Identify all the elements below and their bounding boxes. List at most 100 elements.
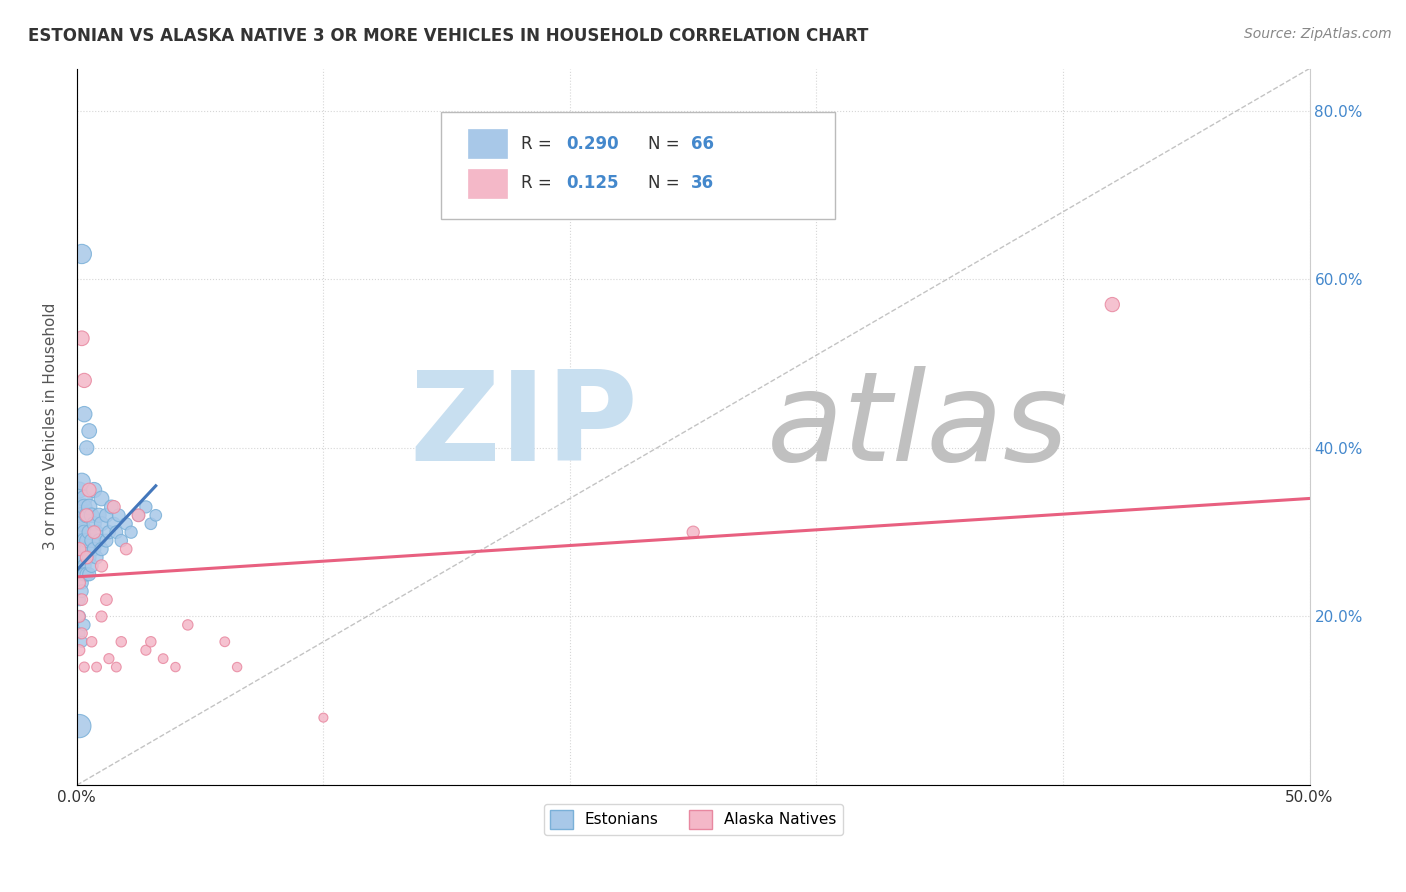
Point [90, 542, 112, 557]
Point [90, 516, 112, 531]
Point [67, 643, 90, 657]
Text: Source: ZipAtlas.com: Source: ZipAtlas.com [1244, 27, 1392, 41]
Point [70, 584, 93, 599]
Point [135, 643, 157, 657]
Point [83, 483, 105, 497]
Text: 0.125: 0.125 [567, 174, 619, 192]
Y-axis label: 3 or more Vehicles in Household: 3 or more Vehicles in Household [44, 303, 58, 550]
Point [67, 592, 90, 607]
Point [165, 660, 187, 674]
Bar [468, 129, 508, 158]
Text: R =: R = [520, 174, 557, 192]
Point [152, 651, 174, 665]
Point [87, 508, 110, 523]
Point [67, 575, 90, 590]
Point [86, 525, 108, 540]
Point [107, 508, 129, 523]
Point [87, 533, 110, 548]
Point [67, 609, 90, 624]
Point [97, 525, 120, 540]
Point [86, 550, 108, 565]
Point [73, 407, 96, 421]
Point [73, 491, 96, 506]
Point [115, 542, 138, 557]
Point [70, 626, 93, 640]
Point [73, 558, 96, 573]
Point [77, 500, 100, 514]
Point [110, 533, 132, 548]
Point [96, 508, 118, 523]
Text: ZIP: ZIP [409, 367, 638, 487]
Point [67, 567, 90, 582]
Point [70, 550, 93, 565]
Point [76, 441, 98, 455]
Point [139, 516, 162, 531]
Text: 66: 66 [690, 135, 714, 153]
Point [67, 609, 90, 624]
Point [67, 550, 90, 565]
Point [105, 660, 128, 674]
Point [77, 424, 100, 438]
Point [70, 592, 93, 607]
Point [83, 516, 105, 531]
Point [76, 533, 98, 548]
Point [67, 525, 90, 540]
Point [67, 626, 90, 640]
Point [86, 660, 108, 674]
Point [70, 331, 93, 345]
Point [70, 475, 93, 489]
Legend: Estonians, Alaska Natives: Estonians, Alaska Natives [544, 804, 842, 835]
Point [73, 500, 96, 514]
Text: 36: 36 [690, 174, 714, 192]
Point [110, 634, 132, 648]
Point [73, 660, 96, 674]
Point [70, 634, 93, 648]
Point [70, 542, 93, 557]
Point [67, 500, 90, 514]
Point [226, 660, 249, 674]
Point [76, 550, 98, 565]
Point [682, 525, 704, 540]
FancyBboxPatch shape [440, 112, 835, 219]
Point [120, 525, 142, 540]
Point [73, 618, 96, 632]
Point [80, 508, 103, 523]
Point [83, 525, 105, 540]
Point [100, 500, 122, 514]
Point [214, 634, 236, 648]
Text: ESTONIAN VS ALASKA NATIVE 3 OR MORE VEHICLES IN HOUSEHOLD CORRELATION CHART: ESTONIAN VS ALASKA NATIVE 3 OR MORE VEHI… [28, 27, 869, 45]
Bar [468, 169, 508, 197]
Point [139, 634, 162, 648]
Point [96, 533, 118, 548]
Point [177, 618, 200, 632]
Point [73, 525, 96, 540]
Point [70, 247, 93, 261]
Point [77, 483, 100, 497]
Point [76, 567, 98, 582]
Point [67, 558, 90, 573]
Point [312, 711, 335, 725]
Point [145, 508, 167, 523]
Point [76, 508, 98, 523]
Point [76, 508, 98, 523]
Point [76, 542, 98, 557]
Point [105, 525, 128, 540]
Point [77, 550, 100, 565]
Point [90, 558, 112, 573]
Text: N =: N = [648, 174, 685, 192]
Point [73, 533, 96, 548]
Point [80, 558, 103, 573]
Point [67, 719, 90, 733]
Point [128, 508, 150, 523]
Text: N =: N = [648, 135, 685, 153]
Point [67, 533, 90, 548]
Point [77, 567, 100, 582]
Point [73, 567, 96, 582]
Point [90, 491, 112, 506]
Point [80, 634, 103, 648]
Point [70, 575, 93, 590]
Point [1101, 297, 1123, 311]
Point [115, 516, 138, 531]
Point [83, 542, 105, 557]
Point [96, 592, 118, 607]
